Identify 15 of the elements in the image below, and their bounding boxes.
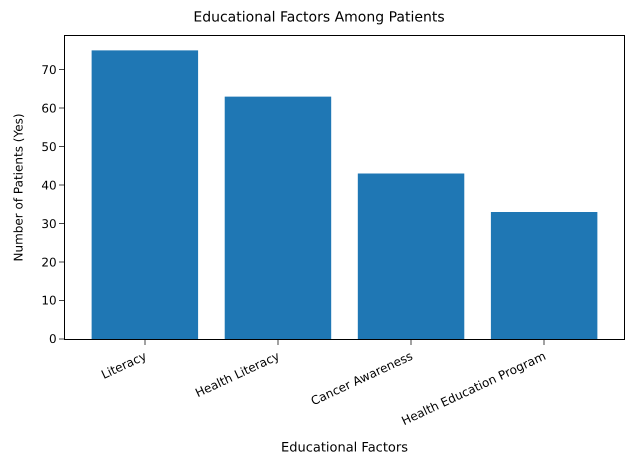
y-axis-title: Number of Patients (Yes) (12, 114, 26, 262)
x-axis-title: Educational Factors (281, 440, 408, 456)
y-tick-label: 40 (41, 178, 57, 192)
y-tick-label: 30 (41, 216, 57, 231)
chart-title: Educational Factors Among Patients (193, 9, 445, 26)
y-tick-label: 50 (41, 140, 57, 154)
y-tick-label: 70 (41, 62, 57, 77)
bar (358, 174, 464, 339)
y-tick-label: 0 (48, 332, 57, 346)
bar (224, 96, 332, 339)
bar (92, 50, 198, 339)
y-tick-label: 20 (41, 255, 57, 270)
y-tick-label: 10 (41, 294, 57, 308)
y-tick-label: 60 (41, 101, 57, 116)
bar (490, 212, 598, 339)
